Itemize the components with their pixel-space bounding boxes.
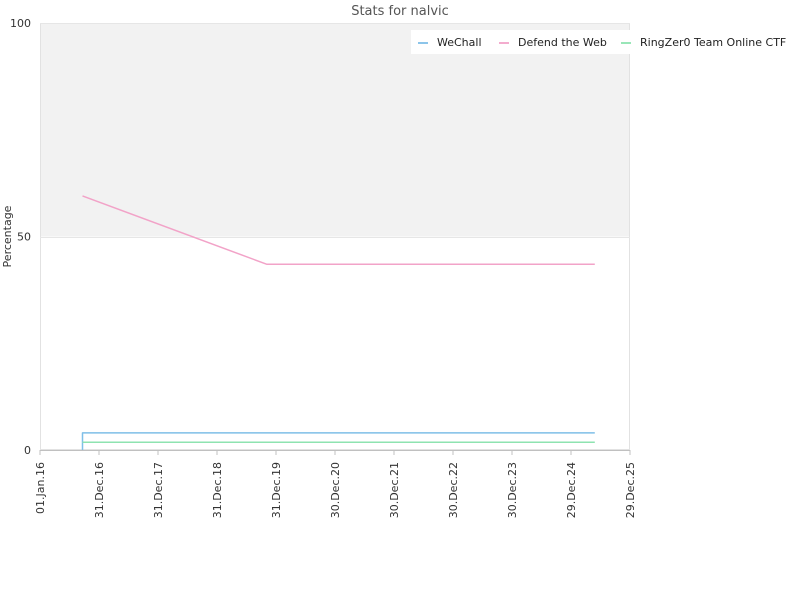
- series-line-2: [82, 195, 595, 266]
- x-tick-label: 30.Dec.20: [329, 462, 342, 518]
- legend-box: [411, 30, 800, 54]
- y-tick-label: 100: [10, 17, 31, 30]
- legend-item[interactable]: WeChall: [437, 36, 482, 49]
- x-tick-label: 30.Dec.23: [506, 462, 519, 518]
- plot-band: [40, 23, 630, 237]
- x-tick-label: 01.Jan.16: [34, 462, 47, 514]
- y-axis-title: Percentage: [1, 205, 14, 267]
- y-tick-label: 0: [24, 444, 31, 457]
- x-tick-label: 31.Dec.18: [211, 462, 224, 518]
- x-tick-label: 29.Dec.25: [624, 462, 637, 518]
- legend-item[interactable]: Defend the Web: [518, 36, 607, 49]
- series-line-1: [81, 432, 595, 450]
- x-tick-label: 31.Dec.17: [152, 462, 165, 518]
- x-tick-label: 31.Dec.19: [270, 462, 283, 518]
- y-tick-label: 50: [17, 231, 31, 244]
- x-tick-label: 30.Dec.21: [388, 462, 401, 518]
- x-tick-label: 30.Dec.22: [447, 462, 460, 518]
- legend-item[interactable]: RingZer0 Team Online CTF: [640, 36, 786, 49]
- x-tick-label: 31.Dec.16: [93, 462, 106, 518]
- chart-title: Stats for nalvic: [351, 4, 449, 19]
- x-tick-label: 29.Dec.24: [565, 462, 578, 518]
